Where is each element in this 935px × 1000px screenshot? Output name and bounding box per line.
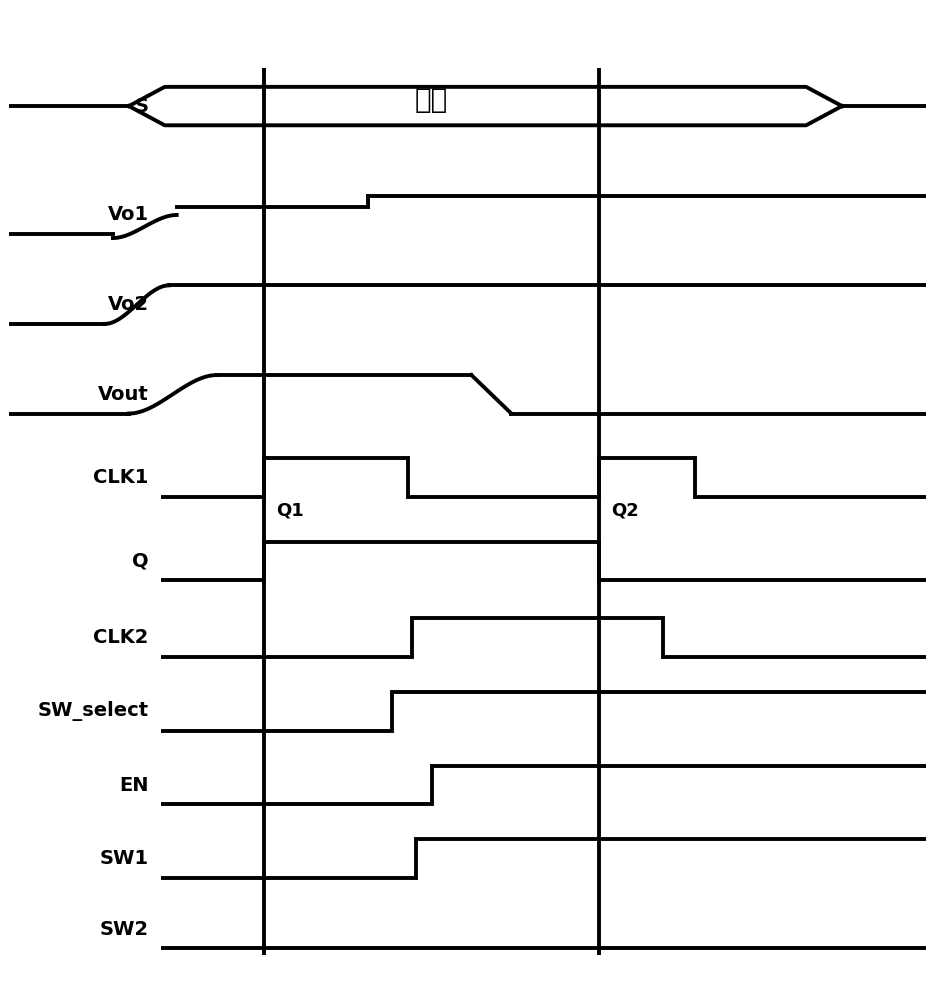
Text: CLK2: CLK2 xyxy=(94,628,149,647)
Text: SW1: SW1 xyxy=(100,849,149,868)
Text: 激励: 激励 xyxy=(415,86,448,114)
Text: Vo2: Vo2 xyxy=(108,295,149,314)
Text: EN: EN xyxy=(120,776,149,795)
Text: Vo1: Vo1 xyxy=(108,205,149,224)
Text: CLK1: CLK1 xyxy=(94,468,149,487)
Text: Q: Q xyxy=(132,551,149,570)
Text: Vout: Vout xyxy=(98,385,149,404)
Text: SW2: SW2 xyxy=(100,920,149,939)
Text: Q1: Q1 xyxy=(276,501,304,519)
Text: S: S xyxy=(135,97,149,116)
Text: SW_select: SW_select xyxy=(37,701,149,721)
Text: Q2: Q2 xyxy=(611,501,639,519)
